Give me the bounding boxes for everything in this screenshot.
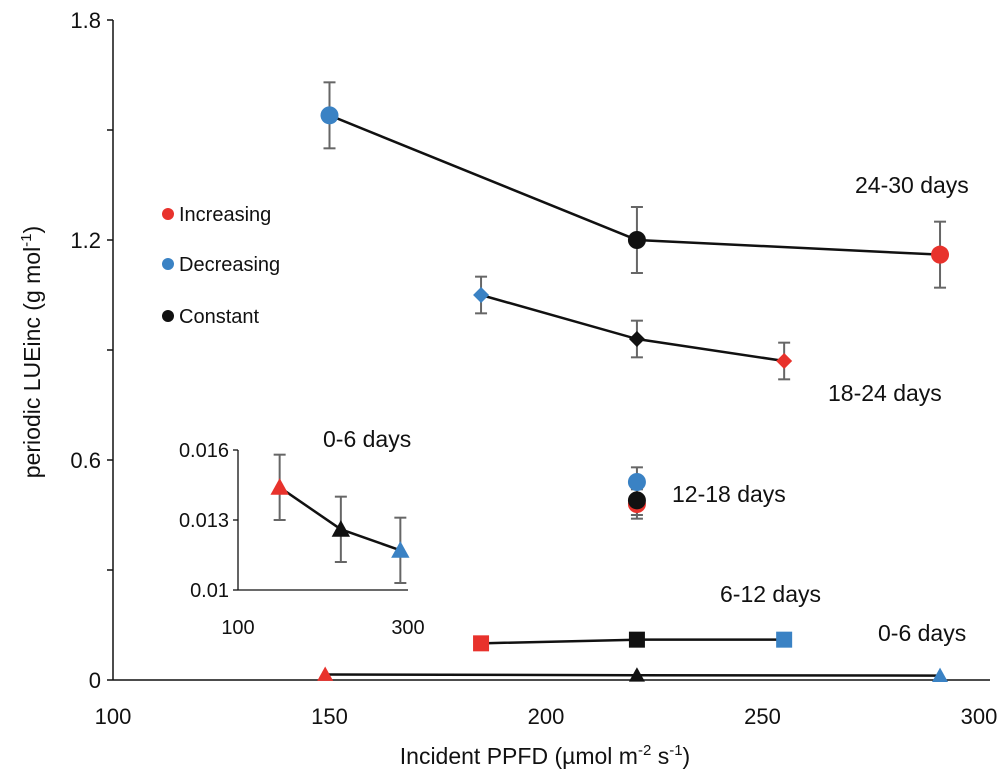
inset-series [270,453,410,584]
series-0-6-days [317,666,949,682]
legend-label-decreasing: Decreasing [179,254,280,276]
data-point-diamond-constant [628,331,645,347]
inset-y-tick-label: 0.01 [190,580,229,602]
data-point-diamond-decreasing [473,287,490,303]
annotation-0-6-days: 0-6 days [878,620,966,646]
data-point-square-decreasing [776,631,793,648]
data-point-circle-decreasing [320,106,339,125]
data-point-circle-increasing [931,245,950,264]
legend-label-constant: Constant [179,306,259,328]
annotation-6-12-days: 6-12 days [720,581,821,607]
data-point-circle-decreasing [627,473,646,491]
data-point-square-constant [628,631,645,648]
x-tick-label: 200 [528,704,565,729]
inset-chart: 0.016 0.013 0.01 100 300 0-6 days [179,426,425,639]
x-tick-label: 100 [95,704,132,729]
series-6-12-days [473,631,793,652]
y-ticks: 0 0.6 1.2 1.8 [70,8,113,693]
y-axis-label: periodic LUEinc (g mol-1) [18,226,45,478]
data-point-triangle-constant [331,520,351,537]
y-tick-label: 0 [89,668,101,693]
legend-marker-increasing [162,208,174,220]
x-tick-label: 150 [311,704,348,729]
series-line [480,293,785,363]
data-point-circle-constant [627,231,646,249]
series-layer [317,81,950,682]
series-12-18-days [627,466,646,520]
y-tick-label: 1.2 [70,228,101,253]
inset-title: 0-6 days [323,426,411,452]
data-point-triangle-decreasing [391,541,410,558]
data-point-triangle-constant [628,667,645,682]
annotation-12-18-days: 12-18 days [672,481,786,507]
data-point-diamond-increasing [776,353,793,369]
x-tick-label: 300 [961,704,998,729]
x-tick-label: 250 [744,704,781,729]
series-24-30-days [320,81,950,289]
legend-label-increasing: Increasing [179,204,271,226]
x-ticks: 100 150 200 250 300 [95,704,998,729]
inset-y-tick-label: 0.016 [179,440,229,462]
series-inset [270,453,410,584]
annotation-18-24-days: 18-24 days [828,380,942,406]
inset-ticks: 0.016 0.013 0.01 100 300 [179,440,425,639]
data-point-triangle-increasing [317,666,334,681]
inset-x-tick-label: 300 [391,617,424,639]
series-18-24-days [473,275,793,381]
legend-marker-constant [162,310,174,322]
main-axes [112,20,990,681]
y-tick-label: 1.8 [70,8,101,33]
x-axis-label: Incident PPFD (µmol m-2 s-1) [400,742,690,769]
inset-y-tick-label: 0.013 [179,510,229,532]
inset-x-tick-label: 100 [221,617,254,639]
y-tick-label: 0.6 [70,448,101,473]
data-point-circle-constant [627,491,646,510]
legend-marker-decreasing [162,258,174,270]
data-point-square-increasing [473,635,490,652]
legend: Increasing Decreasing Constant [162,204,280,328]
data-point-triangle-decreasing [932,667,949,682]
data-point-triangle-increasing [270,478,289,495]
annotation-24-30-days: 24-30 days [855,172,969,198]
